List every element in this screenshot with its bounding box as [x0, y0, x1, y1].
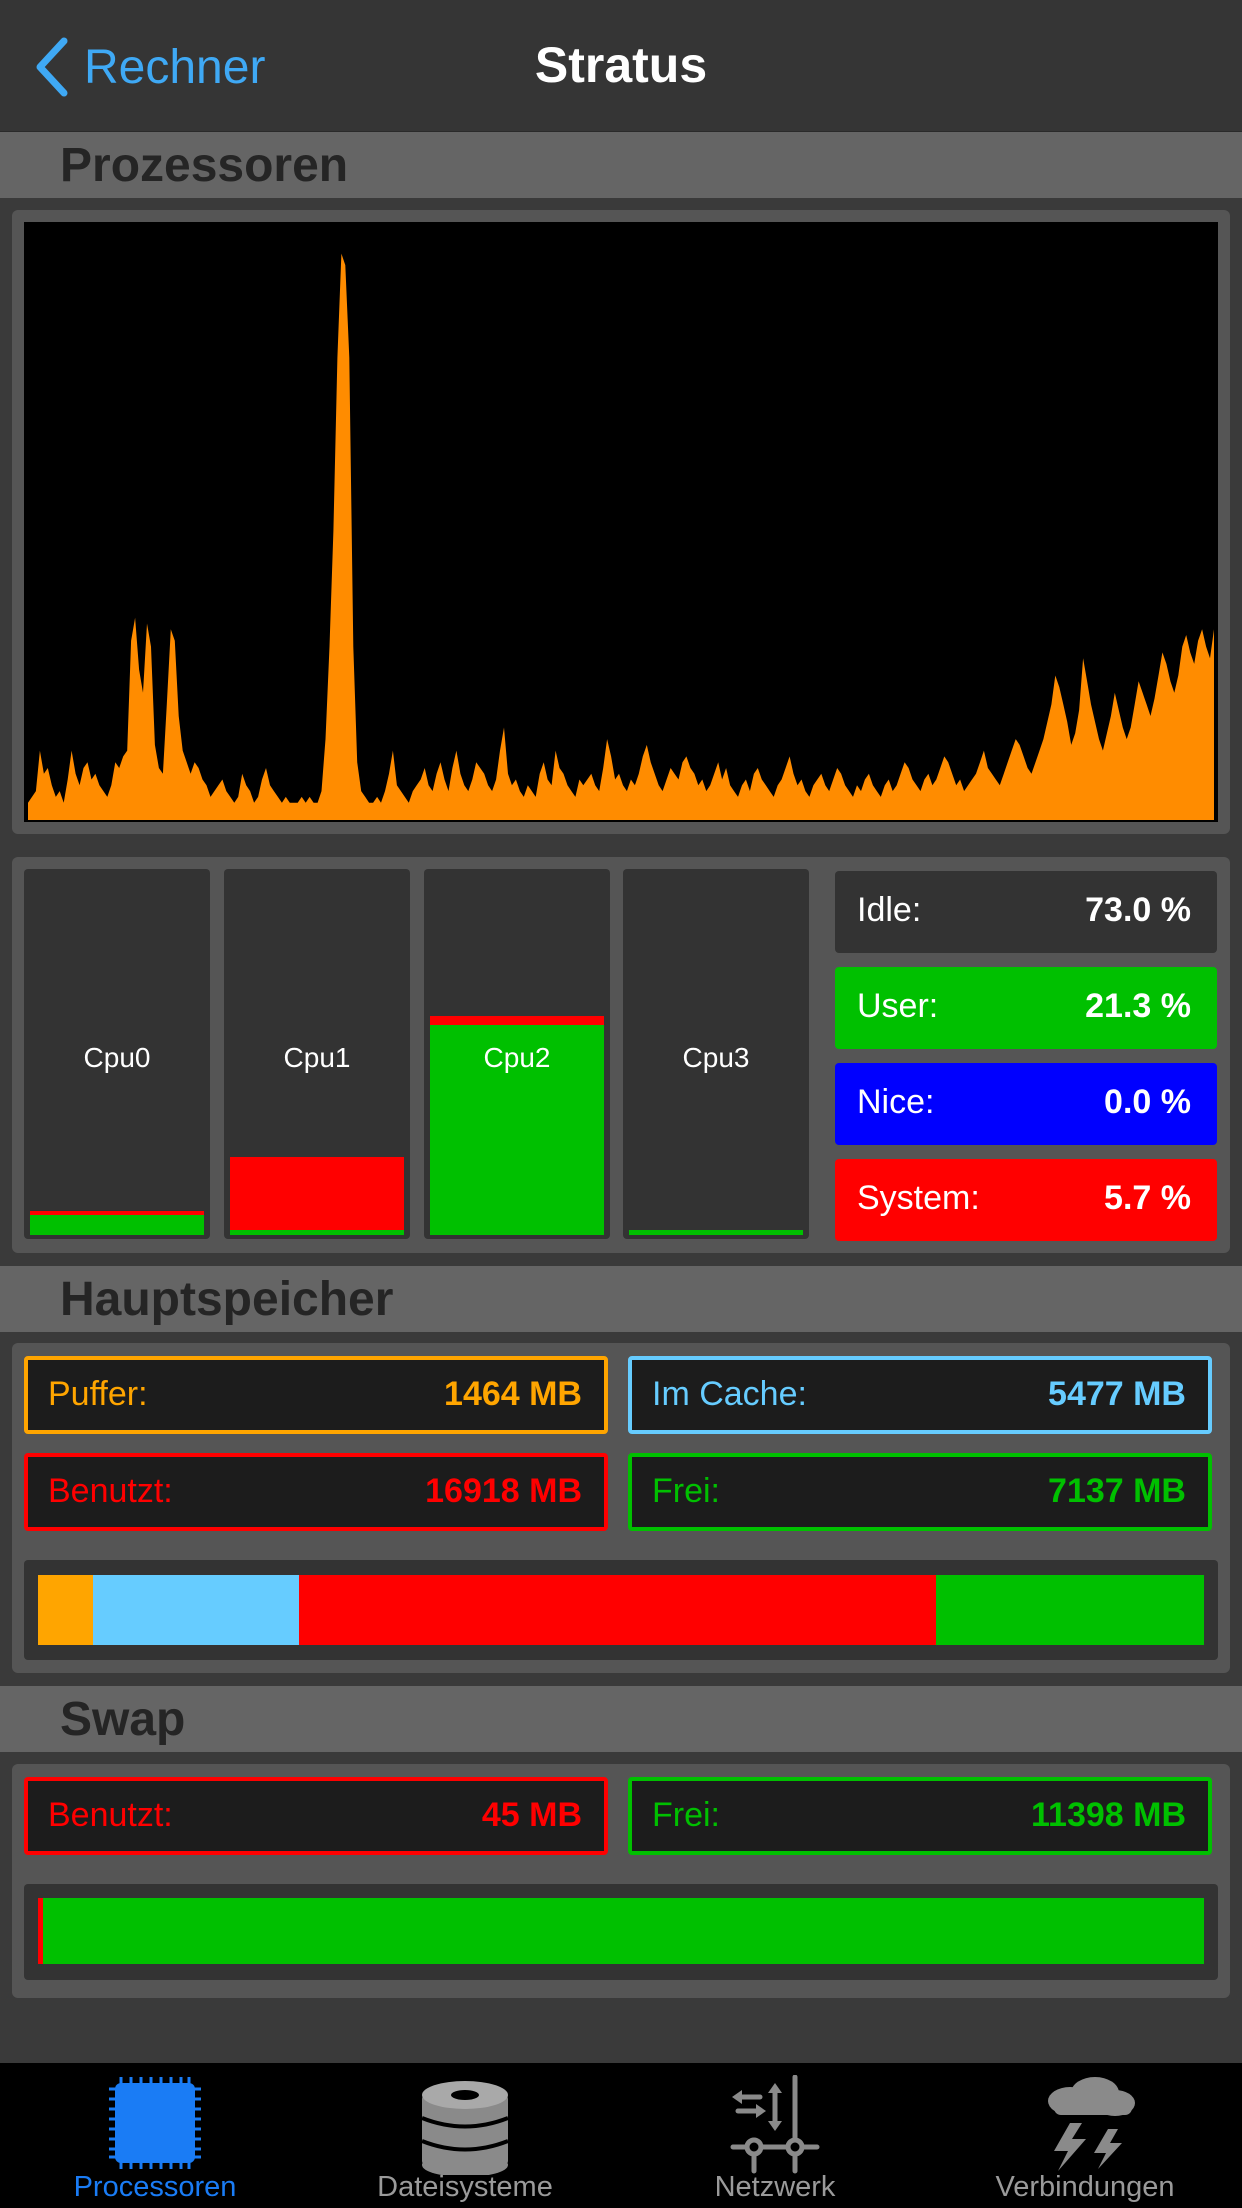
cpu-core-label: Cpu0	[83, 1042, 151, 1073]
stat-value: 0.0 %	[1104, 1083, 1191, 1121]
chevron-left-icon	[36, 37, 68, 97]
tab-filesystems[interactable]: Dateisysteme	[310, 2063, 620, 2208]
memory-used-value: 16918 MB	[425, 1472, 582, 1510]
memory-buffer-value: 1464 MB	[444, 1375, 582, 1413]
back-button-label: Rechner	[84, 40, 266, 94]
cpu-history-area	[28, 253, 1214, 821]
memory-used-segment	[299, 1575, 936, 1645]
memory-cache-box: Im Cache: 5477 MB	[628, 1356, 1212, 1434]
swap-used-segment	[38, 1898, 43, 1964]
memory-free-segment	[935, 1575, 1204, 1645]
cpu-core-label: Cpu1	[283, 1042, 351, 1073]
stat-label: System:	[857, 1179, 980, 1217]
cpu-core-bar: Cpu3	[623, 869, 809, 1239]
swap-free-value: 11398 MB	[1031, 1796, 1186, 1834]
swap-free-segment	[43, 1898, 1204, 1964]
memory-cache-value: 5477 MB	[1048, 1375, 1186, 1413]
section-header-processors: Prozessoren	[0, 132, 1242, 198]
cpu-core-bar: Cpu2	[424, 869, 610, 1239]
cpu-user-segment	[30, 1215, 204, 1235]
tab-processors[interactable]: Processoren	[0, 2063, 310, 2208]
stat-system: System: 5.7 %	[835, 1159, 1217, 1241]
stat-label: Idle:	[857, 891, 922, 929]
cpu-core-bar: Cpu0	[24, 869, 210, 1239]
memory-buffer-segment	[38, 1575, 94, 1645]
swap-used-box: Benutzt: 45 MB	[24, 1777, 608, 1855]
stat-nice: Nice: 0.0 %	[835, 1063, 1217, 1145]
cpu-history-chart	[24, 222, 1218, 822]
swap-free-box: Frei: 11398 MB	[628, 1777, 1212, 1855]
stat-idle: Idle: 73.0 %	[835, 871, 1217, 953]
cpu-system-segment	[230, 1157, 404, 1230]
network-icon	[620, 2074, 930, 2175]
tab-network[interactable]: Netzwerk	[620, 2063, 930, 2208]
tab-label: Netzwerk	[714, 2171, 836, 2203]
cpu-user-segment	[629, 1229, 803, 1235]
cpu-core-bar: Cpu1	[224, 869, 410, 1239]
cpu-system-segment	[430, 1016, 604, 1026]
swap-used-label: Benutzt:	[48, 1796, 173, 1834]
stat-user: User: 21.3 %	[835, 967, 1217, 1049]
stat-label: User:	[857, 987, 939, 1025]
cpu-system-segment	[30, 1211, 204, 1216]
section-title-processors: Prozessoren	[60, 139, 349, 192]
tab-label: Verbindungen	[995, 2171, 1175, 2203]
memory-used-label: Benutzt:	[48, 1472, 173, 1510]
memory-buffer-box: Puffer: 1464 MB	[24, 1356, 608, 1434]
stat-value: 5.7 %	[1104, 1179, 1191, 1217]
cpu-core-label: Cpu2	[483, 1042, 551, 1073]
swap-usage-bar	[38, 1898, 1204, 1964]
memory-used-box: Benutzt: 16918 MB	[24, 1453, 608, 1531]
cpu-user-segment	[430, 1025, 604, 1235]
memory-free-box: Frei: 7137 MB	[628, 1453, 1212, 1531]
swap-free-label: Frei:	[652, 1796, 720, 1834]
swap-used-value: 45 MB	[481, 1796, 582, 1834]
navigation-bar: Rechner Stratus	[0, 0, 1242, 133]
back-button[interactable]: Rechner	[34, 32, 265, 102]
section-header-swap: Swap	[0, 1686, 1242, 1752]
section-header-memory: Hauptspeicher	[0, 1266, 1242, 1332]
cpu-history-graph	[28, 253, 1214, 821]
section-title-memory: Hauptspeicher	[60, 1273, 394, 1326]
memory-free-value: 7137 MB	[1048, 1472, 1186, 1510]
memory-free-label: Frei:	[652, 1472, 720, 1510]
memory-usage-bar	[38, 1575, 1204, 1645]
cpu-core-label: Cpu3	[682, 1042, 750, 1073]
stat-label: Nice:	[857, 1083, 935, 1121]
stat-value: 21.3 %	[1085, 987, 1191, 1025]
processor-chip-icon	[0, 2075, 310, 2175]
tab-label: Dateisysteme	[377, 2171, 553, 2203]
memory-cache-segment	[93, 1575, 300, 1645]
stat-value: 73.0 %	[1085, 891, 1191, 929]
page-title: Stratus	[534, 37, 708, 93]
memory-buffer-label: Puffer:	[48, 1375, 148, 1413]
cpu-user-segment	[230, 1229, 404, 1235]
disk-stack-icon	[310, 2075, 620, 2177]
tab-bar: Processoren Dateisysteme	[0, 2063, 1242, 2208]
tab-label: Processoren	[73, 2171, 237, 2203]
memory-cache-label: Im Cache:	[652, 1375, 807, 1413]
storm-cloud-icon	[930, 2075, 1240, 2175]
tab-connections[interactable]: Verbindungen	[930, 2063, 1240, 2208]
section-title-swap: Swap	[60, 1693, 186, 1746]
